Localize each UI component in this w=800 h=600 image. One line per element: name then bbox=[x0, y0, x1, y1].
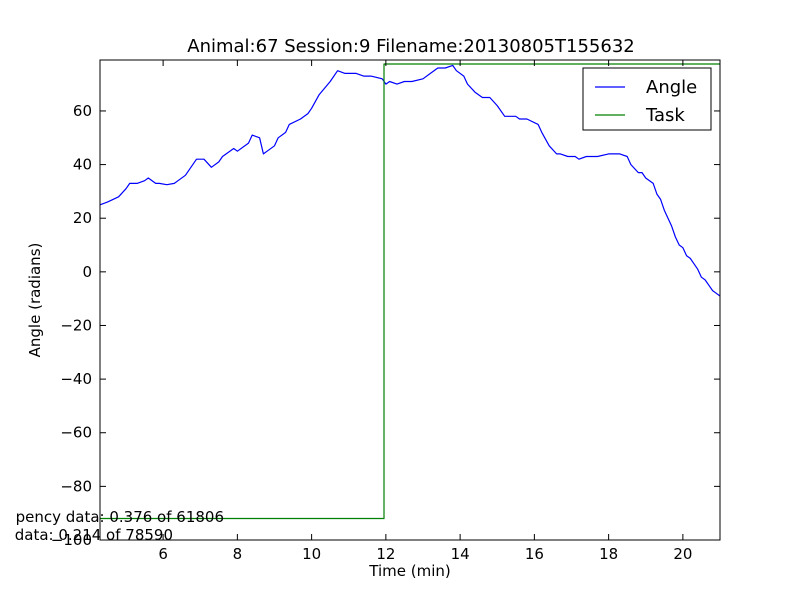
x-tick-label: 10 bbox=[302, 545, 321, 563]
y-axis-label: Angle (radians) bbox=[26, 243, 44, 358]
series-line-angle bbox=[99, 64, 721, 297]
plot-frame bbox=[99, 59, 721, 541]
y-axis-ticks: 60 40 20 0 −20 −40 −60 −80 −100 bbox=[51, 102, 720, 549]
x-tick-label: 18 bbox=[599, 545, 618, 563]
legend-box bbox=[582, 67, 712, 131]
x-tick-label: 16 bbox=[525, 545, 544, 563]
y-tick-label: −100 bbox=[51, 531, 92, 549]
y-tick-label: 60 bbox=[73, 102, 92, 120]
x-tick-label: 12 bbox=[376, 545, 395, 563]
legend-label-angle: Angle bbox=[646, 77, 697, 98]
x-tick-label: 6 bbox=[158, 545, 168, 563]
y-tick-label: 0 bbox=[82, 263, 92, 281]
chart-title: Animal:67 Session:9 Filename:20130805T15… bbox=[187, 36, 634, 57]
legend-label-task: Task bbox=[645, 105, 685, 126]
y-tick-label: −20 bbox=[60, 316, 92, 334]
y-tick-label: 20 bbox=[73, 209, 92, 227]
x-tick-label: 20 bbox=[673, 545, 692, 563]
x-axis-label: Time (min) bbox=[368, 562, 450, 580]
x-tick-label: 8 bbox=[233, 545, 243, 563]
series-line-task bbox=[100, 63, 720, 520]
legend: Angle Task bbox=[582, 67, 712, 131]
x-axis-ticks: 6 8 10 12 14 16 18 20 bbox=[158, 60, 692, 563]
y-tick-label: −80 bbox=[60, 477, 92, 495]
x-tick-label: 14 bbox=[451, 545, 470, 563]
y-tick-label: −40 bbox=[60, 370, 92, 388]
annotation-note-2: data: 0.214 of 78590 bbox=[15, 526, 173, 544]
series-layer bbox=[99, 63, 721, 520]
y-tick-label: 40 bbox=[73, 156, 92, 174]
annotation-note-1: pency data: 0.376 of 61806 bbox=[16, 508, 224, 526]
y-tick-label: −60 bbox=[60, 424, 92, 442]
